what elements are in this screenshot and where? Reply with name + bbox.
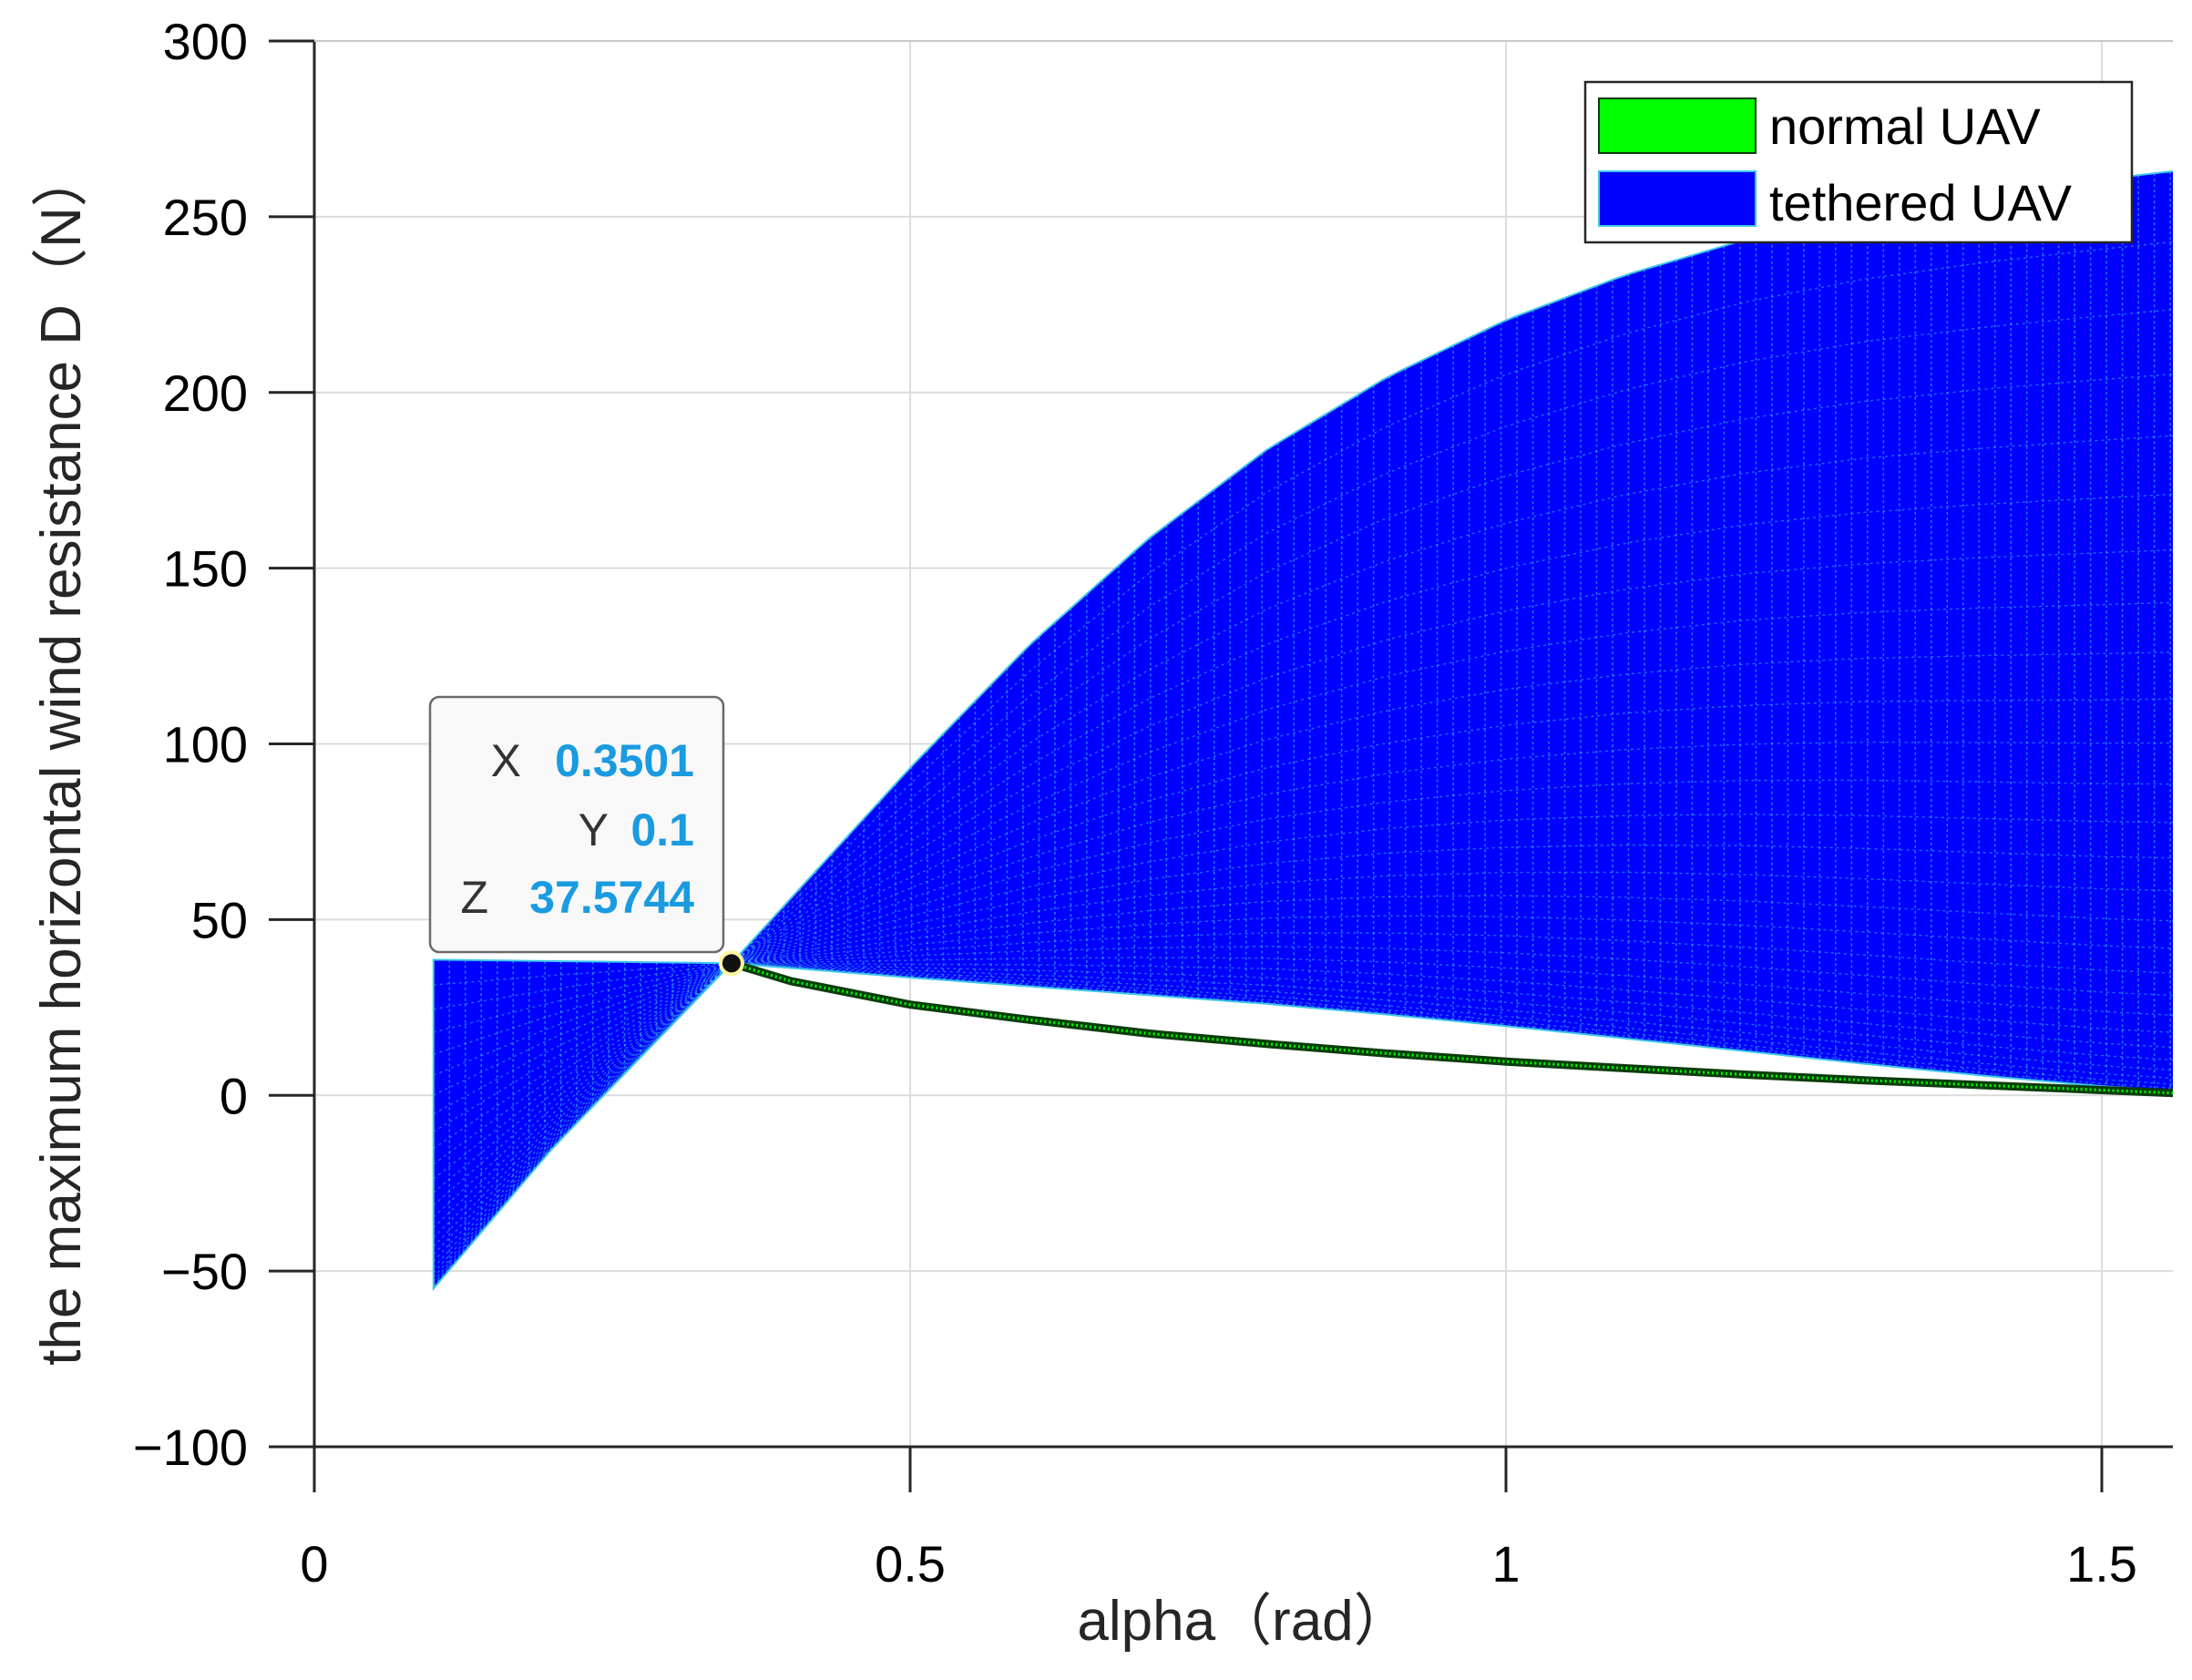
datatip-y-key: Y — [579, 804, 609, 855]
legend-label-normal-uav: normal UAV — [1769, 97, 2041, 155]
legend-swatch-tethered-uav — [1598, 170, 1757, 227]
tick-labels: 0 0.5 1 1.5 300 250 200 150 100 50 0 −50 −100 — [133, 13, 2137, 1593]
y-tick-label: 100 — [163, 716, 248, 773]
y-tick-label: −100 — [133, 1419, 248, 1476]
surface-mesh-curve — [433, 651, 2173, 1132]
datatip-z-key: Z — [460, 872, 488, 923]
datatip[interactable]: X 0.3501 Y 0.1 Z 37.5744 — [428, 695, 744, 977]
x-tick-label: 0.5 — [875, 1535, 946, 1593]
x-tick-label: 1 — [1491, 1535, 1520, 1593]
normal-uav-line-group — [730, 958, 2173, 1098]
axis-ticks — [269, 39, 2104, 1492]
datatip-x-key: X — [491, 735, 521, 786]
datatip-box — [428, 695, 725, 954]
surface-mesh-curve — [433, 779, 2173, 1180]
legend-swatch-normal-uav — [1598, 97, 1757, 154]
surface-mesh-curve — [433, 698, 2173, 1150]
y-tick-label: 200 — [163, 364, 248, 422]
datatip-y-value: 0.1 — [630, 804, 694, 855]
x-tick-label: 1.5 — [2066, 1535, 2137, 1593]
datatip-marker[interactable] — [718, 950, 744, 977]
y-tick-label: 0 — [220, 1067, 248, 1124]
legend-label-tethered-uav: tethered UAV — [1769, 174, 2073, 231]
y-tick-label: 300 — [163, 13, 248, 70]
x-tick-label: 0 — [300, 1535, 328, 1593]
x-axis-title: alpha（rad） — [1077, 1590, 1409, 1653]
surface-mesh-curve — [433, 435, 2173, 1055]
y-tick-label: 150 — [163, 540, 248, 598]
datatip-z-value: 37.5744 — [529, 872, 694, 923]
y-tick-label: 250 — [163, 189, 248, 246]
y-axis-title: the maximum horizontal wind resistance D… — [30, 150, 93, 1365]
y-tick-label: 50 — [191, 891, 248, 948]
surface-mesh-curve — [433, 962, 2173, 1268]
y-tick-label: −50 — [161, 1243, 248, 1300]
legend[interactable]: normal UAV tethered UAV — [1583, 80, 2134, 244]
normal-uav-line — [731, 961, 2173, 1095]
datatip-x-value: 0.3501 — [555, 735, 694, 786]
